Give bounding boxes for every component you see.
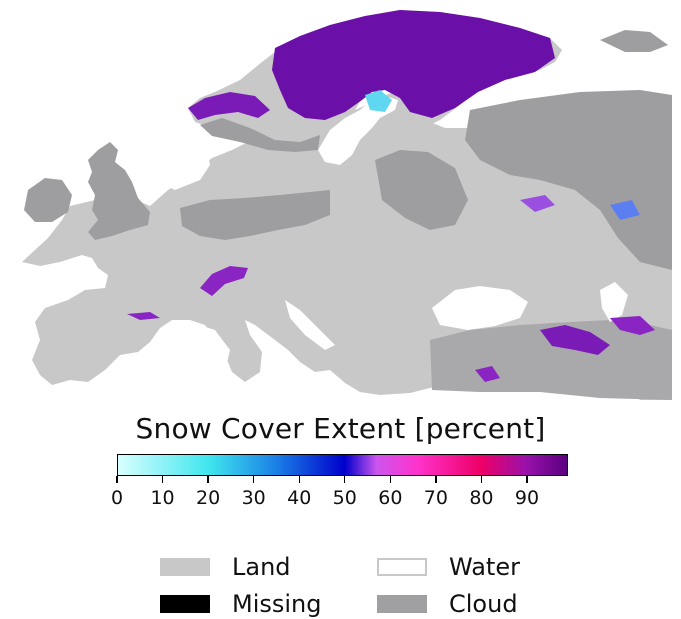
colorbar-tick-label: 70 xyxy=(423,487,448,509)
snow-cover-map xyxy=(22,10,672,400)
colorbar-tick-label: 60 xyxy=(378,487,403,509)
colorbar-tick-label: 80 xyxy=(469,487,494,509)
colorbar-tick-label: 90 xyxy=(514,487,540,509)
legend-item-water: Water xyxy=(377,552,520,582)
colorbar-tick-label: 10 xyxy=(150,487,175,509)
legend-swatch-cloud xyxy=(377,595,427,613)
legend-label-missing: Missing xyxy=(232,590,322,618)
colorbar-tick-label: 30 xyxy=(241,487,266,509)
cloud-east xyxy=(465,90,672,270)
colorbar-tick-mark xyxy=(116,476,118,483)
legend-swatch-missing xyxy=(160,595,210,613)
legend-item-missing: Missing xyxy=(160,589,322,619)
adriatic xyxy=(285,300,335,350)
colorbar-tick-mark xyxy=(252,476,255,483)
colorbar-tick-mark xyxy=(298,476,300,483)
great-britain-land xyxy=(88,142,150,240)
legend-label-land: Land xyxy=(232,553,291,581)
snow-cover-areas xyxy=(127,10,655,382)
colorbar-tick-label: 40 xyxy=(287,487,312,509)
colorbar-tick-mark xyxy=(161,476,164,483)
colorbar-tick-mark xyxy=(344,476,346,483)
colorbar-tick-mark xyxy=(480,476,483,483)
north-sea xyxy=(150,130,210,190)
northern-islands xyxy=(600,30,668,52)
colorbar-tick-mark xyxy=(435,476,437,483)
legend-label-cloud: Cloud xyxy=(449,590,518,618)
colorbar-tick-label: 20 xyxy=(196,487,221,509)
colorbar-tick-mark xyxy=(207,476,209,483)
cloud-scandinavia xyxy=(200,118,320,152)
colorbar-tick-mark xyxy=(526,476,528,483)
mediterranean-west xyxy=(140,322,230,392)
legend-swatch-land xyxy=(160,558,210,576)
caspian xyxy=(600,282,628,322)
colorbar-title: Snow Cover Extent [percent] xyxy=(135,412,546,445)
baltic-sea xyxy=(318,96,398,165)
black-sea xyxy=(432,286,528,330)
legend-label-water: Water xyxy=(449,553,520,581)
ireland-land xyxy=(24,178,72,222)
colorbar-tick-label: 0 xyxy=(110,487,124,509)
legend-item-land: Land xyxy=(160,552,291,582)
cloud-baltic xyxy=(375,150,468,230)
colorbar-tick-label: 50 xyxy=(332,487,357,509)
colorbar-tick-mark xyxy=(389,476,392,483)
legend-swatch-water xyxy=(377,558,427,576)
cloud-central xyxy=(180,190,330,240)
legend-item-cloud: Cloud xyxy=(377,589,518,619)
colorbar xyxy=(117,454,568,476)
